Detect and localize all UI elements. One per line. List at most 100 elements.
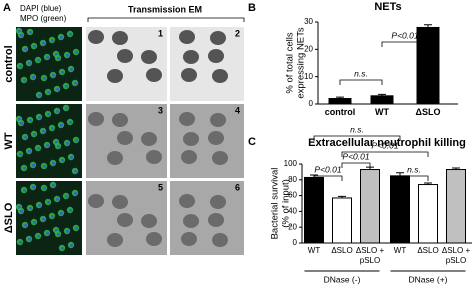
em-cell xyxy=(208,213,224,227)
bar xyxy=(418,184,438,244)
significance-label: P<0.01 xyxy=(342,151,369,161)
em-cell xyxy=(183,132,199,146)
y-tick-label: 80 xyxy=(288,175,297,184)
nucleus xyxy=(42,129,46,133)
em-cell xyxy=(208,131,224,145)
nucleus xyxy=(20,209,24,213)
error-bar xyxy=(338,195,346,198)
x-tick-label: WT xyxy=(375,107,389,117)
bar xyxy=(370,95,394,105)
nucleus xyxy=(52,73,56,77)
bar xyxy=(390,175,410,244)
nucleus xyxy=(29,30,33,34)
nucleus xyxy=(19,152,23,156)
y-tick-label: 20 xyxy=(288,222,297,231)
nucleus xyxy=(28,149,32,153)
nucleus xyxy=(43,164,47,168)
significance-label: n.s. xyxy=(354,68,368,78)
x-tick-label-box: ΔSLO + pSLO xyxy=(355,246,385,265)
error-bar xyxy=(424,182,432,185)
em-cell xyxy=(107,69,123,83)
em-cell xyxy=(117,131,133,145)
image-number: 5 xyxy=(158,182,163,192)
x-tick-label-box: WT xyxy=(308,246,320,255)
bar xyxy=(332,197,352,244)
em-image xyxy=(170,181,244,255)
nucleus xyxy=(29,118,33,122)
em-cell xyxy=(183,214,199,228)
x-tick-label: control xyxy=(324,107,356,117)
nucleus xyxy=(57,232,61,236)
y-tick-label: 30 xyxy=(304,17,313,26)
y-axis-label: (% of input) xyxy=(281,179,292,228)
row-label: ΔSLO xyxy=(3,202,15,233)
nucleus xyxy=(20,33,24,37)
error-bar xyxy=(396,172,404,176)
em-cell xyxy=(117,213,133,227)
bar xyxy=(416,26,440,105)
em-cell xyxy=(208,49,224,63)
error-bar xyxy=(424,24,432,28)
nucleus xyxy=(32,163,36,167)
significance-bracket xyxy=(313,175,343,181)
x-tick-label: ΔSLO + pSLO xyxy=(441,246,471,265)
significance-bracket xyxy=(313,135,401,141)
nucleus xyxy=(37,234,41,238)
error-bar xyxy=(336,96,344,99)
nucleus xyxy=(69,120,73,124)
em-cell xyxy=(141,50,157,64)
x-tick-label: ΔSLO + pSLO xyxy=(355,246,385,265)
image-number: 4 xyxy=(235,105,240,115)
nucleus xyxy=(42,41,46,45)
error-bar xyxy=(452,167,460,170)
nucleus xyxy=(65,106,69,110)
stain-label: MPO (green) xyxy=(20,14,67,23)
em-cell xyxy=(212,69,228,83)
x-tick-label-box: WT xyxy=(375,107,389,117)
nucleus xyxy=(28,237,32,241)
em-cell xyxy=(146,68,162,82)
nucleus xyxy=(33,44,37,48)
x-tick-label-box: control xyxy=(324,107,356,117)
nucleus xyxy=(37,58,41,62)
x-tick-label: ΔSLO xyxy=(415,107,441,117)
bracket xyxy=(87,17,245,22)
nucleus xyxy=(42,217,46,221)
nucleus xyxy=(47,90,51,94)
bar xyxy=(446,169,466,244)
group-label: DNase (-) xyxy=(324,274,361,284)
significance-bracket xyxy=(339,79,383,85)
nucleus xyxy=(47,200,51,204)
em-cell xyxy=(141,214,157,228)
nucleus xyxy=(23,188,27,192)
nucleus xyxy=(61,246,65,250)
nucleus xyxy=(65,84,69,88)
significance-label: n.s. xyxy=(407,164,421,174)
em-header: Transmission EM xyxy=(128,4,202,14)
nucleus xyxy=(52,161,56,165)
nucleus xyxy=(29,206,33,210)
x-tick-label-box: ΔSLO + pSLO xyxy=(441,246,471,265)
nucleus xyxy=(75,138,79,142)
nucleus xyxy=(32,75,36,79)
nucleus xyxy=(74,191,78,195)
nucleus xyxy=(65,194,69,198)
image-number: 2 xyxy=(235,28,240,38)
em-cell xyxy=(146,232,162,246)
em-cell xyxy=(210,31,226,45)
images: 1 2 3 4 5 6 xyxy=(15,27,244,255)
row-label: control xyxy=(3,45,15,82)
row-label: WT xyxy=(3,132,15,149)
em-cell xyxy=(181,150,197,164)
x-tick-label-box: ΔSLO xyxy=(415,107,441,117)
nucleus xyxy=(47,112,51,116)
nucleus xyxy=(56,87,60,91)
x-tick-label: ΔSLO xyxy=(331,246,353,255)
nucleus xyxy=(66,53,70,57)
y-axis-label: % of total cells xyxy=(285,32,296,93)
nucleus xyxy=(70,67,74,71)
nucleus xyxy=(61,70,65,74)
y-tick-label: 40 xyxy=(288,207,297,216)
nucleus xyxy=(33,220,37,224)
y-tick-label: 10 xyxy=(304,72,313,81)
